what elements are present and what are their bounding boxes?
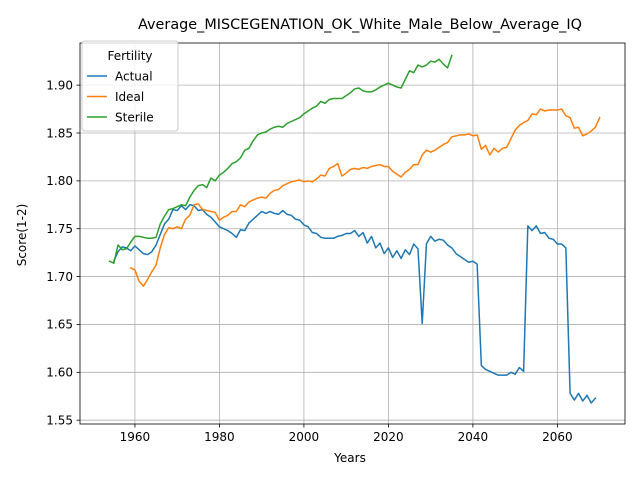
series-lines [108, 54, 601, 404]
legend-title: Fertility [107, 49, 152, 63]
legend-label-sterile: Sterile [115, 110, 154, 124]
y-tick-label: 1.85 [46, 126, 73, 140]
legend-entries: Actual Ideal Sterile [87, 69, 154, 124]
x-tick-label: 2060 [542, 430, 573, 444]
y-tick-label: 1.65 [46, 318, 73, 332]
y-axis-label: Score(1-2) [15, 204, 29, 267]
y-tick-label: 1.75 [46, 222, 73, 236]
x-tick-label: 1980 [204, 430, 235, 444]
y-axis-ticks: 1.55 1.60 1.65 1.70 1.75 1.80 1.85 1.90 [46, 78, 80, 427]
x-tick-label: 1960 [120, 430, 151, 444]
x-tick-label: 2000 [289, 430, 320, 444]
y-tick-label: 1.55 [46, 413, 73, 427]
legend-box [81, 40, 179, 132]
series-line-ideal [129, 108, 601, 287]
x-axis-ticks: 1960 1980 2000 2020 2040 2060 [120, 424, 573, 444]
legend-label-ideal: Ideal [115, 90, 144, 104]
legend: Fertility Actual Ideal Sterile [81, 40, 179, 132]
legend-label-actual: Actual [115, 69, 153, 83]
series-line-sterile [108, 54, 453, 264]
x-tick-label: 2020 [373, 430, 404, 444]
x-tick-label: 2040 [458, 430, 489, 444]
plot-frame [79, 42, 626, 425]
x-axis-label: Years [333, 451, 366, 465]
y-tick-label: 1.60 [46, 366, 73, 380]
y-tick-label: 1.70 [46, 270, 73, 284]
series-line-actual [112, 204, 597, 404]
y-tick-label: 1.80 [46, 174, 73, 188]
chart-title: Average_MISCEGENATION_OK_White_Male_Belo… [138, 17, 582, 33]
y-tick-label: 1.90 [46, 78, 73, 92]
